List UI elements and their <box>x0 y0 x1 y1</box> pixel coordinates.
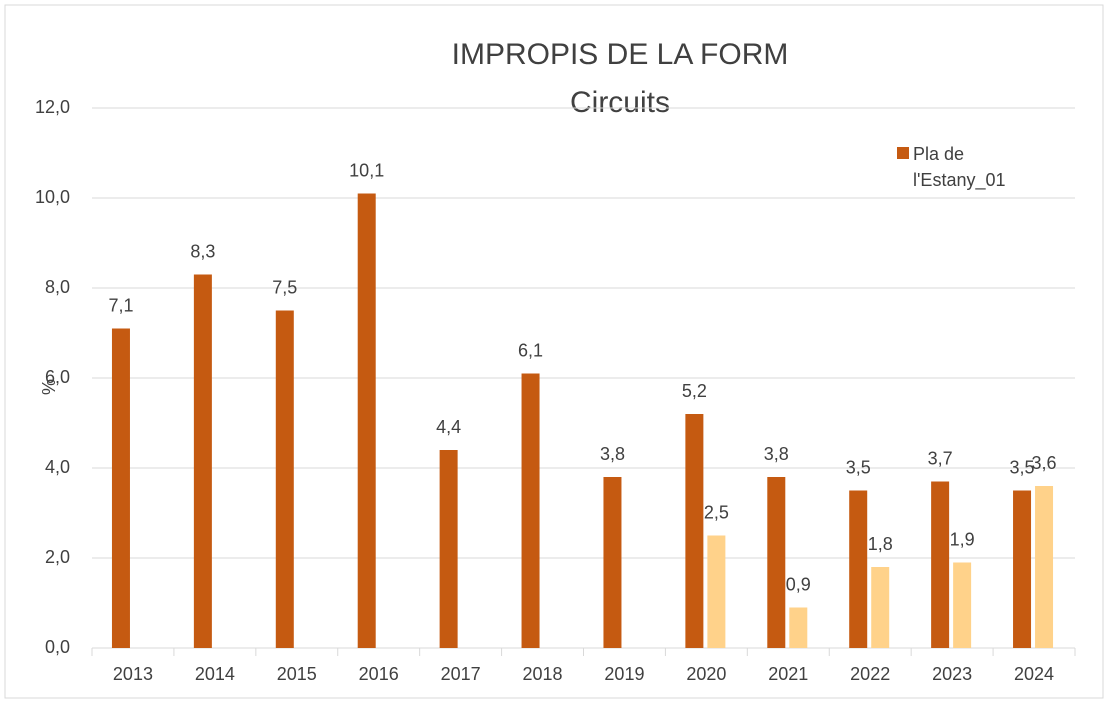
data-label: 3,5 <box>1010 457 1035 477</box>
data-label: 7,5 <box>272 277 297 297</box>
data-label: 4,4 <box>436 417 461 437</box>
chart-border <box>4 4 1104 699</box>
bar <box>275 310 294 648</box>
x-tick-label: 2022 <box>850 664 890 684</box>
bar <box>603 477 622 648</box>
x-tick-label: 2021 <box>768 664 808 684</box>
bar <box>1035 486 1054 648</box>
bar <box>707 535 726 648</box>
x-tick-label: 2020 <box>686 664 726 684</box>
bar <box>931 481 950 648</box>
bar <box>871 567 890 648</box>
data-label: 2,5 <box>704 502 729 522</box>
data-label: 5,2 <box>682 381 707 401</box>
bar <box>357 193 376 648</box>
y-tick-label: 12,0 <box>35 97 70 117</box>
y-tick-label: 10,0 <box>35 187 70 207</box>
data-label: 3,8 <box>764 444 789 464</box>
bar <box>521 373 540 648</box>
data-label: 3,8 <box>600 444 625 464</box>
legend-label: Pla de l'Estany_01 <box>913 144 1006 190</box>
x-tick-label: 2017 <box>441 664 481 684</box>
y-tick-label: 4,0 <box>45 457 70 477</box>
data-label: 8,3 <box>190 241 215 261</box>
data-label: 3,5 <box>846 457 871 477</box>
legend-swatch <box>897 147 909 159</box>
y-tick-label: 2,0 <box>45 547 70 567</box>
y-axis-label: % <box>39 379 59 395</box>
data-label: 10,1 <box>349 160 384 180</box>
legend: Pla de l'Estany_01 <box>897 141 1033 193</box>
data-label: 1,8 <box>868 534 893 554</box>
y-tick-label: 8,0 <box>45 277 70 297</box>
x-tick-label: 2016 <box>359 664 399 684</box>
data-label: 1,9 <box>950 529 975 549</box>
data-label: 0,9 <box>786 574 811 594</box>
bar <box>111 328 130 648</box>
x-tick-label: 2014 <box>195 664 235 684</box>
bar <box>767 477 786 648</box>
data-label: 3,6 <box>1032 453 1057 473</box>
bar <box>439 450 458 648</box>
x-tick-label: 2024 <box>1014 664 1054 684</box>
bar <box>953 562 972 648</box>
data-label: 6,1 <box>518 340 543 360</box>
bar <box>789 607 808 648</box>
x-tick-label: 2013 <box>113 664 153 684</box>
bar <box>193 274 212 648</box>
x-tick-label: 2023 <box>932 664 972 684</box>
x-tick-label: 2015 <box>277 664 317 684</box>
bar <box>685 414 704 648</box>
y-tick-label: 0,0 <box>45 637 70 657</box>
data-label: 7,1 <box>108 295 133 315</box>
x-tick-label: 2018 <box>523 664 563 684</box>
y-tick-label: 6,0 <box>45 367 70 387</box>
chart-subtitle: Circuits <box>570 86 670 119</box>
x-tick-label: 2019 <box>604 664 644 684</box>
bar <box>1013 490 1032 648</box>
bar <box>849 490 868 648</box>
chart-title: IMPROPIS DE LA FORM <box>452 38 789 71</box>
data-label: 3,7 <box>928 448 953 468</box>
